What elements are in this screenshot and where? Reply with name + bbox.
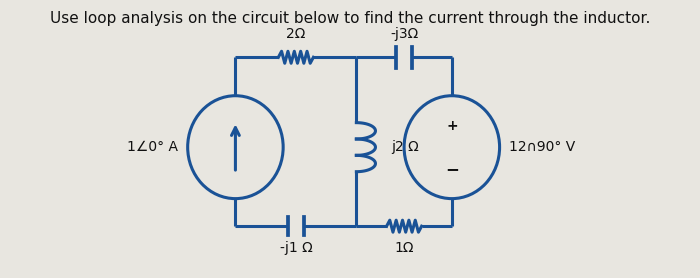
- Text: 12∩90° V: 12∩90° V: [509, 140, 575, 154]
- Text: −: −: [445, 160, 458, 178]
- Text: -j1 Ω: -j1 Ω: [279, 241, 312, 255]
- Text: 2Ω: 2Ω: [286, 27, 306, 41]
- Text: j2 Ω: j2 Ω: [391, 140, 419, 154]
- Text: 1Ω: 1Ω: [394, 241, 414, 255]
- Text: +: +: [446, 118, 458, 133]
- Text: 1∠0° A: 1∠0° A: [127, 140, 178, 154]
- Text: Use loop analysis on the circuit below to find the current through the inductor.: Use loop analysis on the circuit below t…: [50, 11, 650, 26]
- Text: -j3Ω: -j3Ω: [390, 27, 418, 41]
